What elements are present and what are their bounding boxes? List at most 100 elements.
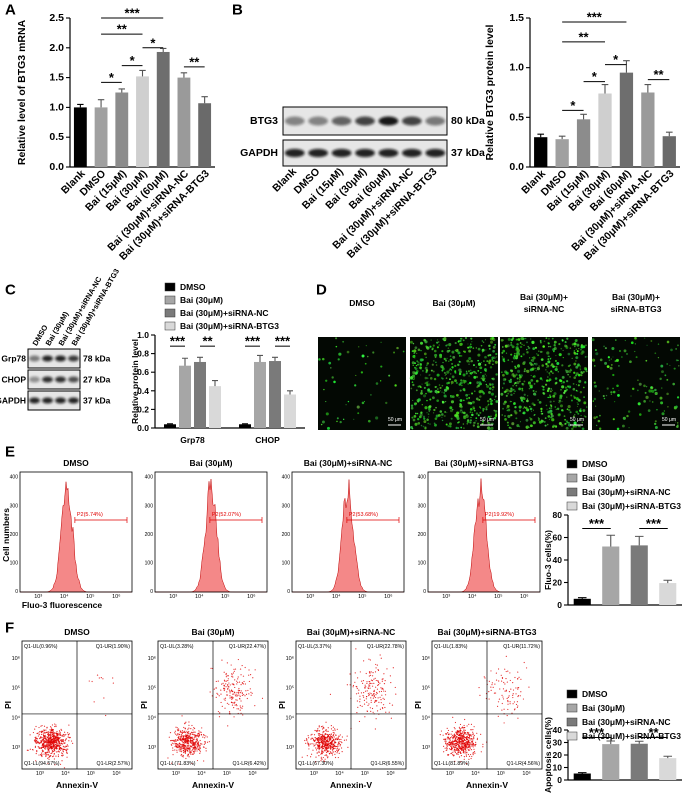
scatter-image <box>317 744 318 745</box>
scatter-image <box>189 738 190 739</box>
fluorescence-cell <box>654 352 656 354</box>
scatter-image <box>179 746 180 747</box>
x-tick-label: 10³ <box>446 771 454 777</box>
scatter-image <box>510 703 511 704</box>
bar <box>574 599 591 605</box>
scatter-image <box>317 752 318 753</box>
fluorescence-cell <box>517 348 519 350</box>
fluorescence-cell <box>645 360 647 362</box>
fluorescence-cell <box>570 347 572 349</box>
scatter-image <box>318 735 319 736</box>
fluorescence-cell <box>456 411 459 414</box>
scatter-image <box>34 739 35 740</box>
fluorescence-cell <box>676 359 678 361</box>
scatter-image <box>234 687 235 688</box>
image-title: DMSO <box>349 298 375 308</box>
x-tick-label: 10⁴ <box>60 593 69 600</box>
fluorescence-cell <box>370 394 372 396</box>
fluorescence-cell <box>488 345 490 347</box>
fluorescence-cell <box>537 399 539 401</box>
fluorescence-cell <box>461 385 462 386</box>
fluorescence-cell <box>593 416 596 419</box>
scatter-image <box>44 726 45 727</box>
legend-swatch <box>165 283 175 291</box>
scatter-image <box>461 741 462 742</box>
scatter-image <box>67 749 68 750</box>
fluorescence-cell <box>674 368 676 370</box>
y-tick-label: 40 <box>553 725 563 735</box>
fluorescence-cell <box>542 345 545 348</box>
scatter-image <box>443 735 444 736</box>
scatter-image <box>237 678 238 679</box>
scatter-image <box>463 740 464 741</box>
scatter-image <box>304 740 305 741</box>
fluorescence-cell <box>604 362 607 365</box>
fluorescence-cell <box>483 341 484 342</box>
fluorescence-cell <box>519 405 522 408</box>
scatter-image <box>232 674 233 675</box>
scatter-image <box>324 741 325 742</box>
fluorescence-cell <box>551 418 554 421</box>
scatter-image <box>186 731 187 732</box>
fluorescence-cell <box>413 343 415 345</box>
scatter-image <box>341 742 342 743</box>
fluorescence-cell <box>416 389 418 391</box>
scatter-image <box>52 733 53 734</box>
x-axis-label: Annexin-V <box>192 780 234 790</box>
scatter-image <box>45 738 46 739</box>
scatter-image <box>449 745 450 746</box>
fluorescence-cell <box>524 338 525 339</box>
quadrant-label: Q1-LL(71.83%) <box>160 761 196 767</box>
blot-band <box>285 149 305 157</box>
scatter-image <box>454 747 455 748</box>
scatter-image <box>469 749 470 750</box>
scatter-image <box>318 751 319 752</box>
fluorescence-cell <box>460 361 461 362</box>
fluorescence-cell <box>639 413 642 416</box>
scatter-image <box>180 744 181 745</box>
y-tick-label: 20 <box>553 578 563 588</box>
scatter-image <box>45 748 46 749</box>
scatter-image <box>167 757 168 758</box>
blot-band <box>425 149 445 157</box>
fluorescence-cell <box>568 385 571 388</box>
scatter-image <box>512 682 513 683</box>
scatter-image <box>224 698 225 699</box>
scatter-image <box>339 741 340 742</box>
scatter-image <box>335 735 336 736</box>
scatter-image <box>217 694 218 695</box>
scatter-image <box>40 754 41 755</box>
fluorescence-cell <box>455 349 458 352</box>
fluorescence-cell <box>552 395 555 398</box>
fluorescence-cell <box>527 425 529 427</box>
fluorescence-cell <box>492 386 494 388</box>
fluorescence-cell <box>577 363 580 366</box>
fluorescence-cell <box>342 341 344 343</box>
scatter-image <box>39 748 40 749</box>
scatter-image <box>46 742 47 743</box>
scatter-image <box>189 748 190 749</box>
fluorescence-cell <box>435 390 438 393</box>
scatter-image <box>464 736 465 737</box>
scatter-image <box>231 664 232 665</box>
scatter-image <box>357 677 358 678</box>
scatter-image <box>369 671 370 672</box>
fluorescence-cell <box>576 349 577 350</box>
fluorescence-cell <box>643 385 646 388</box>
scatter-image <box>47 732 48 733</box>
scatter-image <box>340 745 341 746</box>
scatter-image <box>219 695 220 696</box>
x-tick-label: 10³ <box>169 594 177 600</box>
legend-swatch <box>165 309 175 317</box>
fluorescence-cell <box>475 420 476 421</box>
scatter-image <box>465 747 466 748</box>
scatter-image <box>465 743 466 744</box>
scatter-image <box>325 730 326 731</box>
fluorescence-cell <box>486 375 487 376</box>
bar <box>577 119 590 167</box>
fluorescence-cell <box>367 356 369 358</box>
fluorescence-cell <box>574 350 575 351</box>
y-tick-label: 80 <box>553 510 563 520</box>
scatter-image <box>233 693 234 694</box>
scatter-image <box>66 746 67 747</box>
